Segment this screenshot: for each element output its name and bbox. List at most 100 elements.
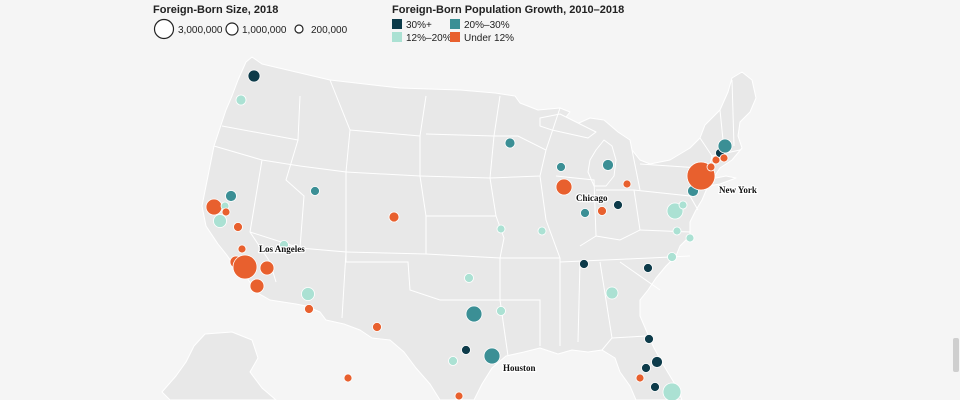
metro-circle [666,202,684,220]
contiguous-us-shape [201,56,757,400]
metro-circle [249,278,265,294]
state-border-line [577,261,581,343]
growth-legend: Foreign-Born Population Growth, 2010–201… [392,4,624,44]
metro-circle [496,224,506,234]
size-legend-circle-medium [225,22,239,36]
metro-circle [504,137,516,149]
metro-circle [678,200,688,210]
growth-swatch-12-20 [392,32,402,42]
metro-circle [233,222,243,232]
growth-label-20-30: 20%–30% [464,20,510,31]
state-border-line [555,175,597,247]
metro-circle [650,382,660,392]
state-border-line [731,79,735,147]
metro-circle [461,345,471,355]
michigan-lower-peninsula [587,139,617,187]
city-label-houston: Houston [503,363,536,373]
metro-circle [279,240,289,250]
metro-circle [613,200,623,210]
metro-circle [644,334,654,344]
growth-label-under-12: Under 12% [464,33,514,44]
state-border-line [639,229,691,233]
metro-circle [556,162,566,172]
metro-circle [597,206,607,216]
metro-circle [483,347,501,365]
metro-circle [448,356,458,366]
metro-circle [662,382,682,400]
growth-legend-title: Foreign-Born Population Growth, 2010–201… [392,4,624,16]
metro-circle [719,153,729,163]
michigan-upper-peninsula [539,113,597,139]
metro-circle [643,263,653,273]
metro-circle [641,363,651,373]
metro-circle [605,286,619,300]
metro-circle [464,273,474,283]
metro-circle [247,69,261,83]
state-border-line [500,299,541,346]
city-label-chicago: Chicago [576,193,608,203]
metro-circle [706,162,716,172]
growth-label-30-plus: 30%+ [406,20,432,31]
state-border-line [493,95,501,137]
metro-circle [651,356,663,368]
metro-circle [555,178,573,196]
metro-circle [667,252,677,262]
metro-circle [235,94,247,106]
state-border-line [545,107,561,151]
metro-circle [213,214,227,228]
size-legend: Foreign-Born Size, 2018 3,000,000 1,000,… [153,4,348,40]
metro-circle [237,244,247,254]
metro-circle [622,179,632,189]
city-label-new-york: New York [719,185,757,195]
us-land [161,56,757,400]
growth-swatch-20-30 [450,19,460,29]
state-border-line [345,252,500,301]
alaska-shape [161,331,277,400]
growth-label-12-20: 12%–20% [406,33,452,44]
metro-circle [205,198,223,216]
metro-circle [225,190,237,202]
metro-circle [304,304,314,314]
state-borders [213,79,741,357]
state-border-line [425,253,509,357]
metro-circle [221,207,231,217]
metro-circle [537,226,547,236]
size-legend-label-large: 3,000,000 [178,25,223,36]
vertical-scrollbar[interactable] [952,0,960,400]
scrollbar-thumb[interactable] [953,338,959,372]
metro-circle [259,260,275,276]
metro-circle [388,211,400,223]
state-border-line [419,133,495,179]
city-labels: New York Los Angeles Chicago Houston [258,184,758,375]
growth-swatch-under-12 [450,32,460,42]
metro-circle [711,155,721,165]
metro-circle [310,186,320,196]
size-legend-label-medium: 1,000,000 [242,25,287,36]
state-border-line [611,335,647,339]
state-border-line [631,149,641,191]
metro-circle [717,138,733,154]
size-legend-circle-small [294,24,304,34]
metro-circle [343,373,353,383]
state-border-line [285,139,305,249]
size-legend-title: Foreign-Born Size, 2018 [153,4,278,16]
size-legend-label-small: 200,000 [311,25,348,36]
state-border-line [249,231,347,319]
city-label-los-angeles: Los Angeles [259,244,305,254]
metro-circle [635,373,645,383]
state-border-line [345,175,427,255]
state-border-line [261,159,301,167]
metro-circle [372,322,382,332]
metro-circle [672,226,682,236]
metro-circle [301,287,315,301]
metro-circle [602,159,614,171]
metro-circle [579,259,589,269]
metro-circle [465,305,483,323]
state-border-line [539,175,561,259]
growth-swatch-30-plus [392,19,402,29]
size-legend-circle-large [153,18,175,40]
metro-circle [685,233,695,243]
metro-circles [205,69,733,400]
metro-circle [454,391,464,400]
